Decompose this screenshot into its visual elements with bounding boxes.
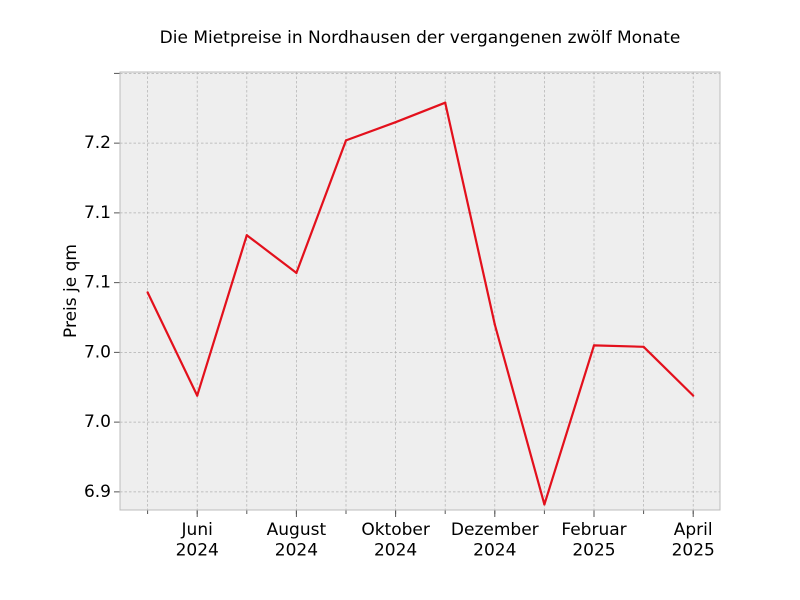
data-point xyxy=(543,503,546,506)
x-tick-label: Februar 2025 xyxy=(561,520,626,560)
axis-ticks: Juni 2024 August 2024 Oktober 2024 Dezember 202… xyxy=(84,72,715,560)
data-point xyxy=(592,344,596,347)
data-point xyxy=(692,394,695,397)
series-line xyxy=(146,101,694,506)
x-tick-label: Dezember 2024 xyxy=(451,520,539,560)
data-point xyxy=(295,271,298,274)
x-tick-label: Oktober 2024 xyxy=(361,520,430,560)
y-axis-label: Preis je qm xyxy=(61,244,81,338)
data-point xyxy=(245,234,248,237)
y-tick-label: 7.0 xyxy=(84,412,111,432)
plot-border xyxy=(119,71,721,511)
chart-title: Die Mietpreise in Nordhausen der vergang… xyxy=(160,28,681,48)
data-point xyxy=(344,139,348,142)
x-tick-label: August 2024 xyxy=(267,520,327,560)
data-point xyxy=(444,101,447,104)
data-point xyxy=(394,121,397,124)
y-tick-label: 7.1 xyxy=(84,203,111,223)
y-tick-label: 7.0 xyxy=(84,342,111,362)
data-point xyxy=(146,291,149,294)
y-tick-label: 7.1 xyxy=(84,273,111,293)
x-tick-label: April 2025 xyxy=(672,520,715,560)
data-point xyxy=(493,323,496,326)
plot-area xyxy=(120,72,720,510)
series-layer xyxy=(146,101,695,506)
y-tick-label: 6.9 xyxy=(84,482,111,502)
x-tick-label: Juni 2024 xyxy=(176,520,219,560)
y-tick-label: 7.2 xyxy=(84,133,111,153)
data-point xyxy=(196,394,199,397)
data-point xyxy=(642,345,645,348)
gridlines xyxy=(120,72,720,510)
